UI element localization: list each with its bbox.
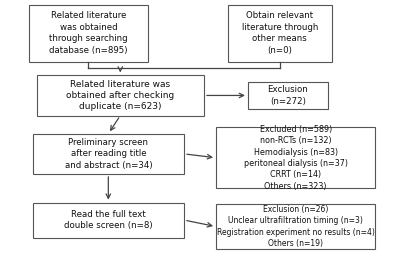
Text: Exclusion (n=26)
Unclear ultrafiltration timing (n=3)
Registration experiment no: Exclusion (n=26) Unclear ultrafiltration… [217, 205, 375, 248]
FancyBboxPatch shape [216, 127, 375, 188]
Text: Excluded (n=589)
non-RCTs (n=132)
Hemodialysis (n=83)
peritoneal dialysis (n=37): Excluded (n=589) non-RCTs (n=132) Hemodi… [244, 125, 348, 191]
FancyBboxPatch shape [36, 75, 204, 116]
FancyBboxPatch shape [32, 203, 184, 238]
Text: Related literature
was obtained
through searching
database (n=895): Related literature was obtained through … [49, 11, 128, 55]
FancyBboxPatch shape [32, 134, 184, 174]
FancyBboxPatch shape [248, 82, 328, 109]
Text: Obtain relevant
literature through
other means
(n=0): Obtain relevant literature through other… [242, 11, 318, 55]
Text: Preliminary screen
after reading title
and abstract (n=34): Preliminary screen after reading title a… [64, 138, 152, 170]
Text: Read the full text
double screen (n=8): Read the full text double screen (n=8) [64, 210, 153, 230]
FancyBboxPatch shape [216, 204, 375, 249]
FancyBboxPatch shape [228, 5, 332, 62]
Text: Exclusion
(n=272): Exclusion (n=272) [267, 85, 308, 106]
FancyBboxPatch shape [28, 5, 148, 62]
Text: Related literature was
obtained after checking
duplicate (n=623): Related literature was obtained after ch… [66, 80, 174, 111]
